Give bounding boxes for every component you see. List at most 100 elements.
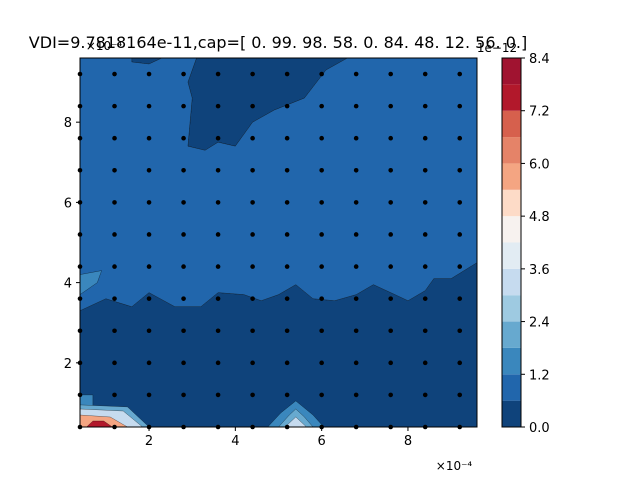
grid-point xyxy=(250,328,255,334)
colorbar-segment xyxy=(502,58,521,85)
colorbar-tick-label: 3.6 xyxy=(529,263,550,278)
grid-point xyxy=(284,103,290,109)
colorbar-segment xyxy=(502,163,521,190)
grid-point xyxy=(284,328,290,334)
colorbar-frame xyxy=(501,57,522,428)
grid-point xyxy=(319,168,324,173)
grid-point xyxy=(353,232,359,237)
y-tick-label: 6 xyxy=(64,196,72,211)
grid-point xyxy=(284,360,290,366)
colorbar-segment xyxy=(502,137,521,164)
grid-point xyxy=(181,103,186,109)
x-tick-label: 8 xyxy=(404,434,412,449)
grid-point xyxy=(146,392,152,398)
grid-point xyxy=(353,103,359,109)
colorbar-segment xyxy=(502,374,521,401)
grid-point xyxy=(353,360,359,366)
grid-point xyxy=(319,200,324,205)
grid-point xyxy=(181,392,186,398)
colorbar-segment xyxy=(502,295,521,322)
grid-point xyxy=(181,168,186,173)
grid-points xyxy=(77,71,463,430)
grid-point xyxy=(250,264,255,269)
contour-region xyxy=(284,416,307,427)
grid-point xyxy=(146,328,152,334)
grid-point xyxy=(112,200,117,205)
contour-region xyxy=(80,58,477,311)
grid-point xyxy=(422,103,428,109)
grid-point xyxy=(284,296,290,301)
grid-point xyxy=(181,360,186,366)
grid-point xyxy=(353,71,359,77)
grid-point xyxy=(250,232,255,237)
grid-point xyxy=(422,264,428,269)
grid-point xyxy=(284,264,290,269)
grid-point xyxy=(146,103,152,109)
grid-point xyxy=(353,296,359,301)
colorbar-segment xyxy=(502,242,521,269)
colorbar-tick-label: 4.8 xyxy=(529,210,550,225)
y-tick-label: 4 xyxy=(64,277,72,292)
colorbar-segment xyxy=(502,189,521,217)
grid-point xyxy=(146,200,152,205)
grid-point xyxy=(181,264,186,269)
grid-point xyxy=(422,360,428,366)
grid-point xyxy=(112,392,117,398)
grid-point xyxy=(457,168,463,173)
grid-point xyxy=(215,328,221,334)
grid-point xyxy=(319,264,324,269)
grid-point xyxy=(457,392,463,398)
grid-point xyxy=(388,71,393,77)
grid-point xyxy=(181,232,186,237)
grid-point xyxy=(422,200,428,205)
grid-point xyxy=(353,328,359,334)
grid-point xyxy=(112,168,117,173)
grid-point xyxy=(112,103,117,109)
colorbar-tick-label: 8.4 xyxy=(529,52,550,67)
grid-point xyxy=(284,135,290,141)
grid-point xyxy=(215,392,221,398)
grid-point xyxy=(146,360,152,366)
grid-point xyxy=(319,360,324,366)
colorbar-segment xyxy=(502,321,521,348)
grid-point xyxy=(422,71,428,77)
grid-point xyxy=(250,168,255,173)
grid-point xyxy=(146,232,152,237)
grid-point xyxy=(112,264,117,269)
grid-point xyxy=(250,360,255,366)
grid-point xyxy=(388,168,393,173)
grid-point xyxy=(388,200,393,205)
grid-point xyxy=(388,232,393,237)
grid-point xyxy=(112,360,117,366)
contour-region xyxy=(86,420,113,427)
grid-point xyxy=(250,296,255,301)
x-axis: 2 4 6 8 xyxy=(145,427,412,449)
y-offset-text: ×10⁻⁴ xyxy=(86,39,123,53)
grid-point xyxy=(353,200,359,205)
grid-point xyxy=(146,135,152,141)
grid-point xyxy=(284,232,290,237)
x-offset-text: ×10⁻⁴ xyxy=(436,459,473,473)
grid-point xyxy=(181,200,186,205)
grid-point xyxy=(250,135,255,141)
grid-point xyxy=(422,168,428,173)
colorbar-segment xyxy=(502,84,521,111)
grid-point xyxy=(319,296,324,301)
grid-point xyxy=(284,71,290,77)
colorbar-offset-text: 1e−12 xyxy=(477,41,517,55)
grid-point xyxy=(146,296,152,301)
grid-point xyxy=(422,392,428,398)
grid-point xyxy=(215,296,221,301)
grid-point xyxy=(250,392,255,398)
grid-point xyxy=(422,296,428,301)
grid-point xyxy=(215,360,221,366)
grid-point xyxy=(112,232,117,237)
grid-point xyxy=(319,232,324,237)
grid-point xyxy=(457,232,463,237)
grid-point xyxy=(284,392,290,398)
grid-point xyxy=(457,71,463,77)
y-tick-label: 8 xyxy=(64,116,72,131)
grid-point xyxy=(388,103,393,109)
colorbar-segment xyxy=(502,400,521,427)
